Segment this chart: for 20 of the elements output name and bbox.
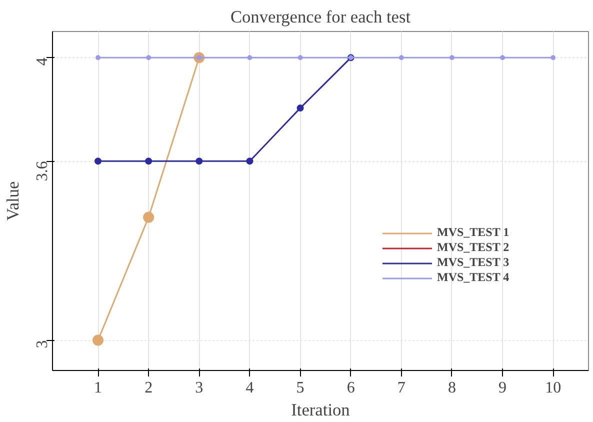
legend-label: MVS_TEST 3 bbox=[437, 255, 510, 270]
legend-label: MVS_TEST 2 bbox=[437, 240, 510, 255]
x-axis-title: Iteration bbox=[291, 400, 350, 420]
y-tick-label: 3 bbox=[34, 340, 51, 348]
chart-title: Convergence for each test bbox=[230, 8, 411, 26]
x-tick-label: 6 bbox=[346, 380, 355, 396]
y-axis-title: Value bbox=[4, 180, 22, 221]
x-tick-label: 1 bbox=[94, 380, 102, 396]
y-tick-label: 4 bbox=[34, 58, 51, 66]
y-tick-label: 3.6 bbox=[34, 161, 51, 182]
x-tick-label: 3 bbox=[195, 380, 204, 396]
legend-label: MVS_TEST 1 bbox=[437, 225, 510, 240]
x-tick-label: 10 bbox=[545, 380, 562, 396]
legend-label: MVS_TEST 4 bbox=[437, 270, 510, 285]
x-tick-label: 4 bbox=[246, 380, 254, 396]
x-tick-label: 9 bbox=[498, 380, 507, 396]
x-tick-label: 8 bbox=[448, 380, 456, 396]
x-tick-label: 7 bbox=[397, 380, 406, 396]
x-tick-label: 2 bbox=[144, 380, 153, 396]
x-tick-label: 5 bbox=[296, 380, 304, 396]
